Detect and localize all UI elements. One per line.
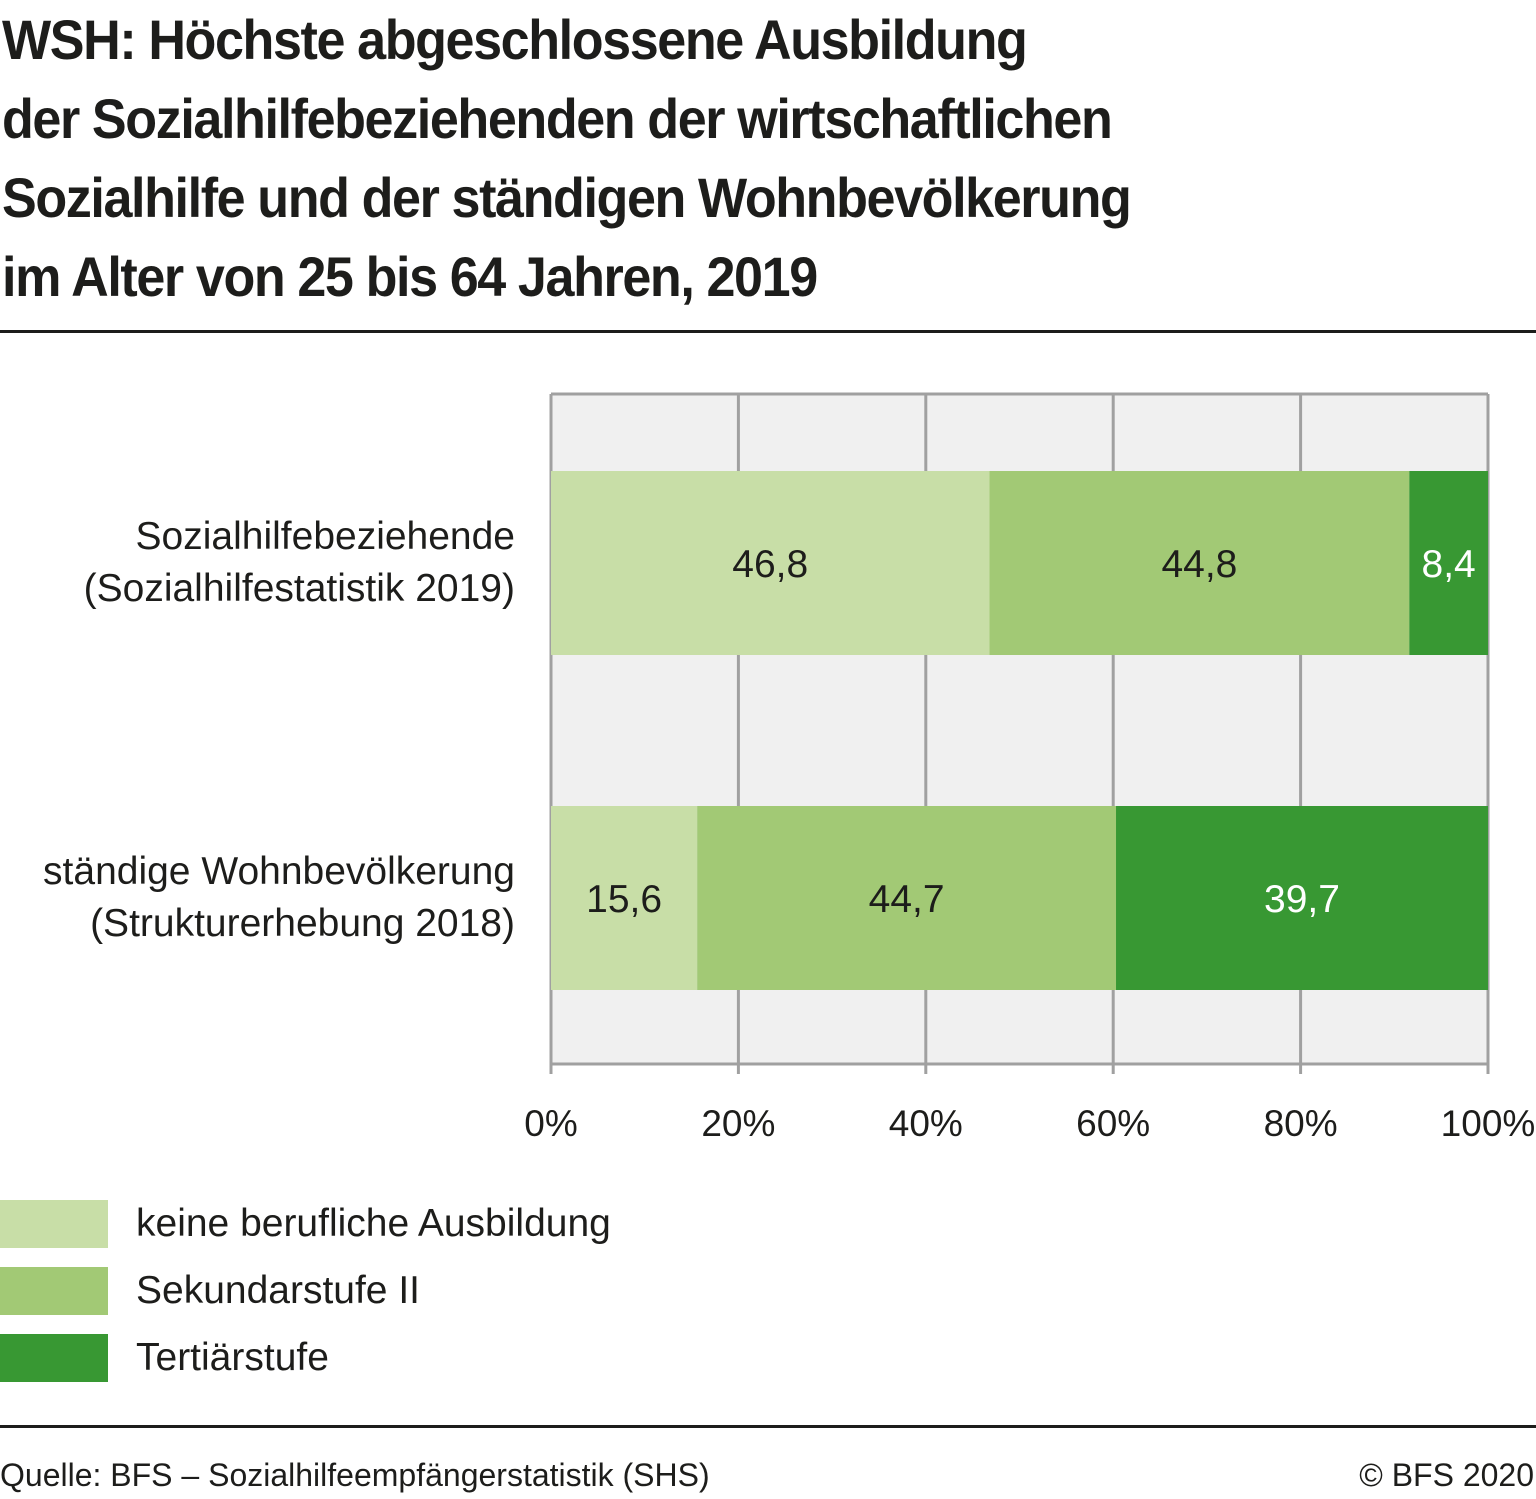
legend-swatch <box>0 1266 108 1315</box>
data-label: 44,7 <box>869 878 945 921</box>
bars: 46,8 44,8 8,4 15,6 44,7 39,7 <box>551 471 1488 990</box>
title-divider <box>0 330 1536 333</box>
category-sublabel: (Sozialhilfestatistik 2019) <box>84 567 515 610</box>
data-label: 15,6 <box>586 878 662 921</box>
bar-segment <box>697 806 1117 990</box>
title-line: im Alter von 25 bis 64 Jahren, 2019 <box>2 245 818 308</box>
data-label: 8,4 <box>1422 543 1476 586</box>
x-tick-label: 20% <box>701 1103 775 1144</box>
legend-item-sekundarstufe-ii: Sekundarstufe II <box>0 1257 611 1324</box>
title-line: WSH: Höchste abgeschlossene Ausbildung <box>2 8 1028 71</box>
legend: keine berufliche Ausbildung Sekundarstuf… <box>0 1190 611 1391</box>
legend-label: keine berufliche Ausbildung <box>136 1201 611 1245</box>
footer-divider <box>0 1425 1536 1428</box>
copyright-note: © BFS 2020 <box>1359 1457 1534 1493</box>
legend-label: Tertiärstufe <box>136 1335 329 1379</box>
x-tick-label: 40% <box>889 1103 963 1144</box>
source-note: Quelle: BFS – Sozialhilfeempfängerstatis… <box>0 1457 710 1493</box>
category-labels: Sozialhilfebeziehende (Sozialhilfestatist… <box>43 515 515 945</box>
bar-segment <box>1409 471 1488 655</box>
category-label: Sozialhilfebeziehende <box>136 515 515 558</box>
legend-label: Sekundarstufe II <box>136 1268 421 1312</box>
bar-segment <box>989 471 1410 655</box>
category-sublabel: (Strukturerhebung 2018) <box>90 902 515 945</box>
data-label: 46,8 <box>732 543 808 586</box>
data-label: 44,8 <box>1161 543 1237 586</box>
x-tick-label: 60% <box>1076 1103 1150 1144</box>
legend-item-keine-berufliche-ausbildung: keine berufliche Ausbildung <box>0 1190 611 1257</box>
x-axis: 0% 20% 40% 60% 80% 100% <box>524 1062 1536 1144</box>
title-line: der Sozialhilfebeziehenden der wirtschaf… <box>2 87 1113 150</box>
title-line: Sozialhilfe und der ständigen Wohnbevölk… <box>2 166 1132 229</box>
legend-swatch <box>0 1199 108 1248</box>
bar-segment <box>1116 806 1488 990</box>
bar-segment <box>551 471 990 655</box>
x-tick-label: 80% <box>1264 1103 1338 1144</box>
x-tick-label: 0% <box>524 1103 577 1144</box>
data-label: 39,7 <box>1264 878 1340 921</box>
x-tick-label: 100% <box>1441 1103 1536 1144</box>
chart-title: WSH: Höchste abgeschlossene Ausbildung d… <box>2 0 1397 316</box>
legend-item-tertiaerstufe: Tertiärstufe <box>0 1324 611 1391</box>
category-label: ständige Wohnbevölkerung <box>43 850 515 893</box>
stacked-bar-chart: 46,8 44,8 8,4 15,6 44,7 39,7 0% 20% 40% 60% 80% 10… <box>43 392 1536 1144</box>
legend-swatch <box>0 1333 108 1382</box>
bar-segment <box>551 806 698 990</box>
